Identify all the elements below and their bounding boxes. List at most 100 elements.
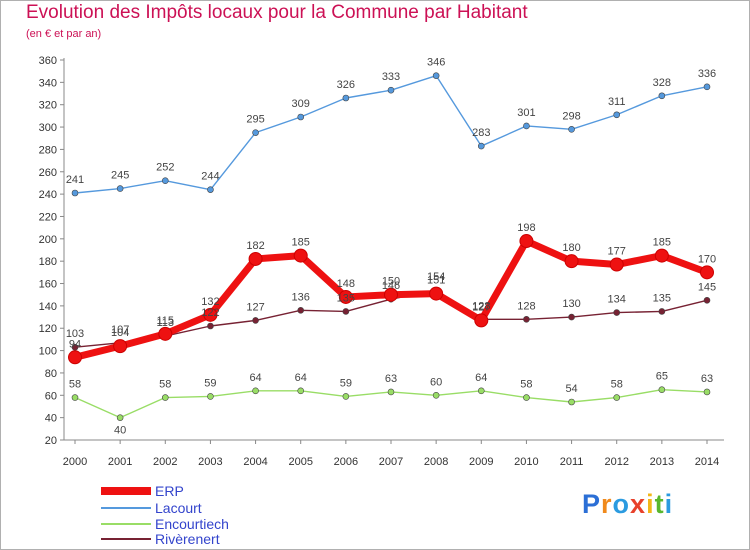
x-tick-label: 2011 [560, 456, 584, 468]
x-tick-label: 2006 [334, 456, 358, 468]
data-point [477, 387, 485, 395]
data-label: 346 [427, 57, 445, 69]
data-label: 311 [608, 96, 626, 108]
data-label: 58 [69, 379, 81, 391]
data-label: 241 [66, 174, 84, 186]
logo-letter: i [646, 489, 655, 519]
data-point [658, 92, 666, 100]
proxiti-logo: Proxiti [582, 489, 673, 520]
data-label: 63 [385, 373, 397, 385]
data-label: 336 [698, 68, 716, 80]
data-label: 64 [295, 372, 307, 384]
data-point [613, 111, 621, 119]
data-point [252, 387, 259, 395]
data-point [658, 386, 666, 394]
data-label: 134 [608, 294, 626, 306]
data-label: 65 [656, 371, 668, 383]
data-point [658, 308, 666, 315]
data-label: 113 [157, 317, 175, 329]
y-tick-label: 300 [39, 122, 57, 134]
data-point [342, 94, 350, 102]
data-point [384, 287, 398, 302]
data-point [207, 393, 214, 400]
data-point [703, 83, 711, 91]
y-tick-label: 20 [45, 435, 57, 447]
y-tick-label: 260 [39, 167, 57, 179]
logo-letter: t [654, 489, 665, 519]
x-tick-label: 2010 [514, 456, 538, 468]
data-label: 148 [337, 278, 355, 290]
data-label: 58 [611, 379, 623, 391]
data-label: 128 [517, 300, 535, 312]
y-tick-label: 80 [45, 368, 57, 380]
data-point [477, 142, 485, 150]
data-point [613, 394, 621, 401]
data-label: 103 [66, 328, 84, 340]
data-point [161, 394, 169, 401]
y-tick-label: 100 [39, 346, 57, 358]
legend-label-erp: ERP [155, 483, 184, 499]
x-tick-label: 2007 [379, 456, 403, 468]
y-tick-label: 200 [39, 234, 57, 246]
data-label: 130 [562, 298, 580, 310]
data-label: 122 [201, 307, 219, 319]
data-label: 63 [701, 373, 713, 385]
x-tick-label: 2000 [63, 456, 87, 468]
data-label: 59 [340, 377, 352, 389]
data-label: 127 [246, 301, 264, 313]
data-point [248, 251, 263, 266]
data-point [297, 307, 305, 314]
data-label: 136 [292, 291, 310, 303]
data-label: 182 [246, 240, 264, 252]
data-point [207, 186, 214, 193]
data-label: 59 [204, 377, 216, 389]
data-label: 104 [111, 327, 129, 339]
logo-letter: r [601, 489, 613, 519]
logo-letter: i [664, 489, 674, 519]
data-point [297, 387, 305, 395]
data-point [432, 72, 440, 79]
y-tick-label: 60 [45, 390, 57, 402]
logo-letter: x [630, 489, 647, 519]
data-point [158, 326, 173, 341]
x-tick-label: 2009 [469, 456, 493, 468]
data-point [71, 343, 79, 351]
x-tick-label: 2013 [650, 456, 674, 468]
data-label: 115 [157, 315, 175, 327]
data-label: 298 [562, 110, 580, 122]
chart-title: Evolution des Impôts locaux pour la Comm… [26, 2, 528, 23]
logo-letter: P [582, 489, 602, 519]
data-label: 54 [565, 383, 577, 395]
data-label: 58 [520, 379, 532, 391]
data-point [68, 350, 82, 365]
data-point [252, 317, 259, 324]
data-label: 283 [472, 127, 490, 139]
legend-label-encourtiech: Encourtiech [155, 516, 229, 532]
data-point [429, 286, 444, 301]
data-label: 170 [698, 253, 716, 265]
data-point [297, 113, 305, 121]
data-label: 180 [562, 242, 580, 254]
x-tick-label: 2003 [198, 456, 222, 468]
data-label: 154 [427, 271, 445, 283]
x-tick-label: 2004 [243, 456, 267, 468]
data-label: 58 [159, 379, 171, 391]
data-point [207, 322, 214, 330]
y-tick-label: 320 [39, 100, 57, 112]
data-label: 177 [608, 246, 626, 258]
data-point [568, 313, 575, 321]
data-label: 245 [111, 170, 129, 182]
data-label: 301 [517, 107, 535, 119]
data-point [387, 86, 395, 94]
y-tick-label: 180 [39, 256, 57, 268]
data-label: 151 [427, 275, 445, 287]
data-point [113, 339, 128, 354]
logo-letter: o [612, 489, 631, 519]
y-tick-label: 280 [39, 144, 57, 156]
data-point [387, 388, 395, 396]
data-point [342, 393, 350, 400]
data-label: 128 [472, 300, 490, 312]
data-label: 150 [382, 276, 400, 288]
data-point [568, 125, 575, 133]
